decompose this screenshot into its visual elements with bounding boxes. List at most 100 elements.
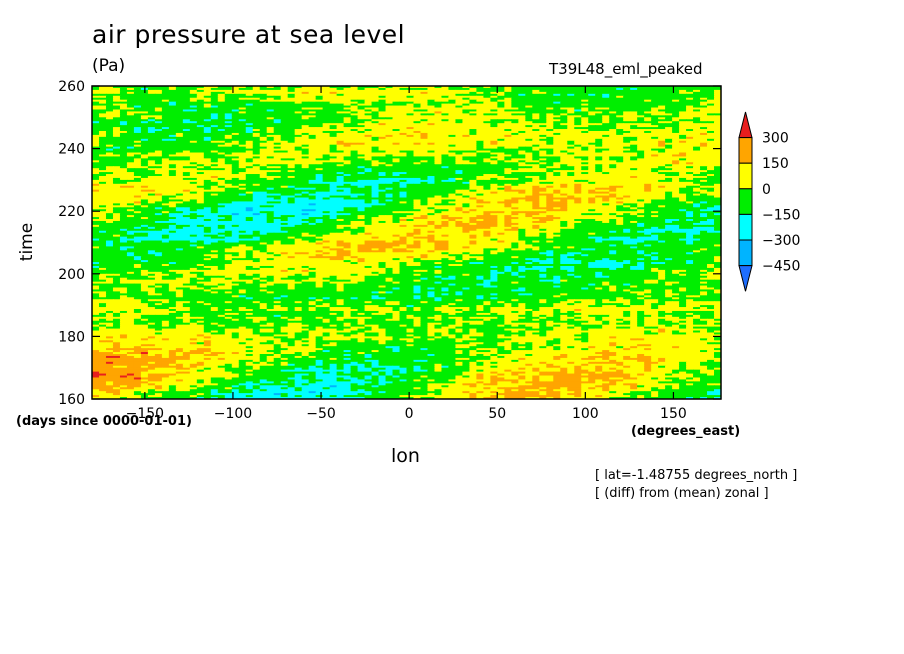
heatmap-cell [322,148,331,152]
heatmap-cell [210,166,219,169]
heatmap-cell [511,103,519,107]
heatmap-cell [532,105,540,109]
heatmap-cell [147,119,156,122]
heatmap-cell [616,150,624,154]
heatmap-cell [315,111,324,114]
heatmap-cell [581,95,589,99]
heatmap-cell [714,105,721,109]
heatmap-cell [700,91,708,95]
heatmap-cell [413,121,422,124]
heatmap-cell [679,113,687,116]
heatmap-cell [308,91,317,95]
heatmap-cell [511,93,519,97]
heatmap-cell [98,115,107,118]
heatmap-cell [567,132,575,136]
heatmap-cell [280,127,289,130]
heatmap-cell [364,130,373,134]
heatmap-cell [469,95,477,99]
heatmap-cell [637,91,645,95]
heatmap-cell [385,154,394,158]
heatmap-cell [518,138,526,142]
heatmap-cell [518,119,526,122]
heatmap-cell [427,103,436,107]
heatmap-cell [140,140,149,144]
heatmap-cell [203,99,212,103]
heatmap-cell [518,87,526,91]
heatmap-cell [448,109,457,113]
heatmap-cell [147,158,156,161]
heatmap-cell [105,154,114,158]
heatmap-cell [203,103,212,107]
heatmap-cell [413,158,422,161]
heatmap-cell [511,89,519,93]
heatmap-cell [707,99,715,103]
heatmap-cell [511,127,519,130]
heatmap-cell [238,99,247,103]
heatmap-cell [714,101,721,105]
heatmap-cell [679,156,687,159]
heatmap-cell [525,125,533,128]
heatmap-cell [231,105,240,109]
heatmap-cell [539,166,547,169]
heatmap-cell [546,156,554,159]
heatmap-cell [483,154,491,158]
heatmap-cell [693,140,701,144]
heatmap-cell [616,144,624,148]
heatmap-cell [196,142,205,146]
heatmap-cell [469,162,477,165]
heatmap-cell [273,89,282,93]
heatmap-cell [364,123,373,126]
heatmap-cell [574,156,582,159]
heatmap-cell [609,150,617,154]
heatmap-cell [448,105,457,109]
heatmap-cell [532,164,540,167]
heatmap-cell [490,156,498,159]
heatmap-cell [168,107,177,111]
heatmap-cell [357,109,366,113]
heatmap-cell [644,130,652,134]
heatmap-cell [539,144,547,148]
heatmap-cell [511,144,519,148]
heatmap-cell [92,109,100,113]
heatmap-cell [413,89,422,93]
heatmap-cell [483,156,491,159]
heatmap-cell [98,99,107,103]
heatmap-cell [623,115,631,118]
heatmap-cell [553,111,561,114]
heatmap-cell [210,89,219,93]
heatmap-cell [378,142,387,146]
heatmap-cell [92,103,100,107]
heatmap-cell [231,166,240,169]
heatmap-cell [441,162,450,165]
heatmap-cell [161,115,170,118]
heatmap-cell [532,154,540,158]
heatmap-cell [413,130,422,134]
heatmap-cell [672,148,680,152]
heatmap-cell [399,109,408,113]
heatmap-cell [154,109,163,113]
heatmap-cell [511,119,519,122]
heatmap-cell [231,121,240,124]
heatmap-cell [560,158,568,161]
heatmap-cell [483,103,491,107]
heatmap-cell [504,99,512,103]
heatmap-cell [105,140,114,144]
heatmap-cell [399,156,408,159]
heatmap-cell [119,111,128,114]
heatmap-cell [651,105,659,109]
heatmap-cell [224,158,233,161]
heatmap-cell [259,156,268,159]
heatmap-cell [273,160,282,163]
heatmap-cell [266,164,275,167]
heatmap-cell [133,105,142,109]
heatmap-cell [252,144,261,148]
heatmap-cell [588,150,596,154]
heatmap-cell [154,121,163,124]
heatmap-cell [665,154,673,158]
heatmap-cell [371,164,380,167]
heatmap-cell [406,140,415,144]
heatmap-cell [518,134,526,138]
heatmap-cell [532,148,540,152]
heatmap-cell [196,136,205,140]
heatmap-cell [581,156,589,159]
